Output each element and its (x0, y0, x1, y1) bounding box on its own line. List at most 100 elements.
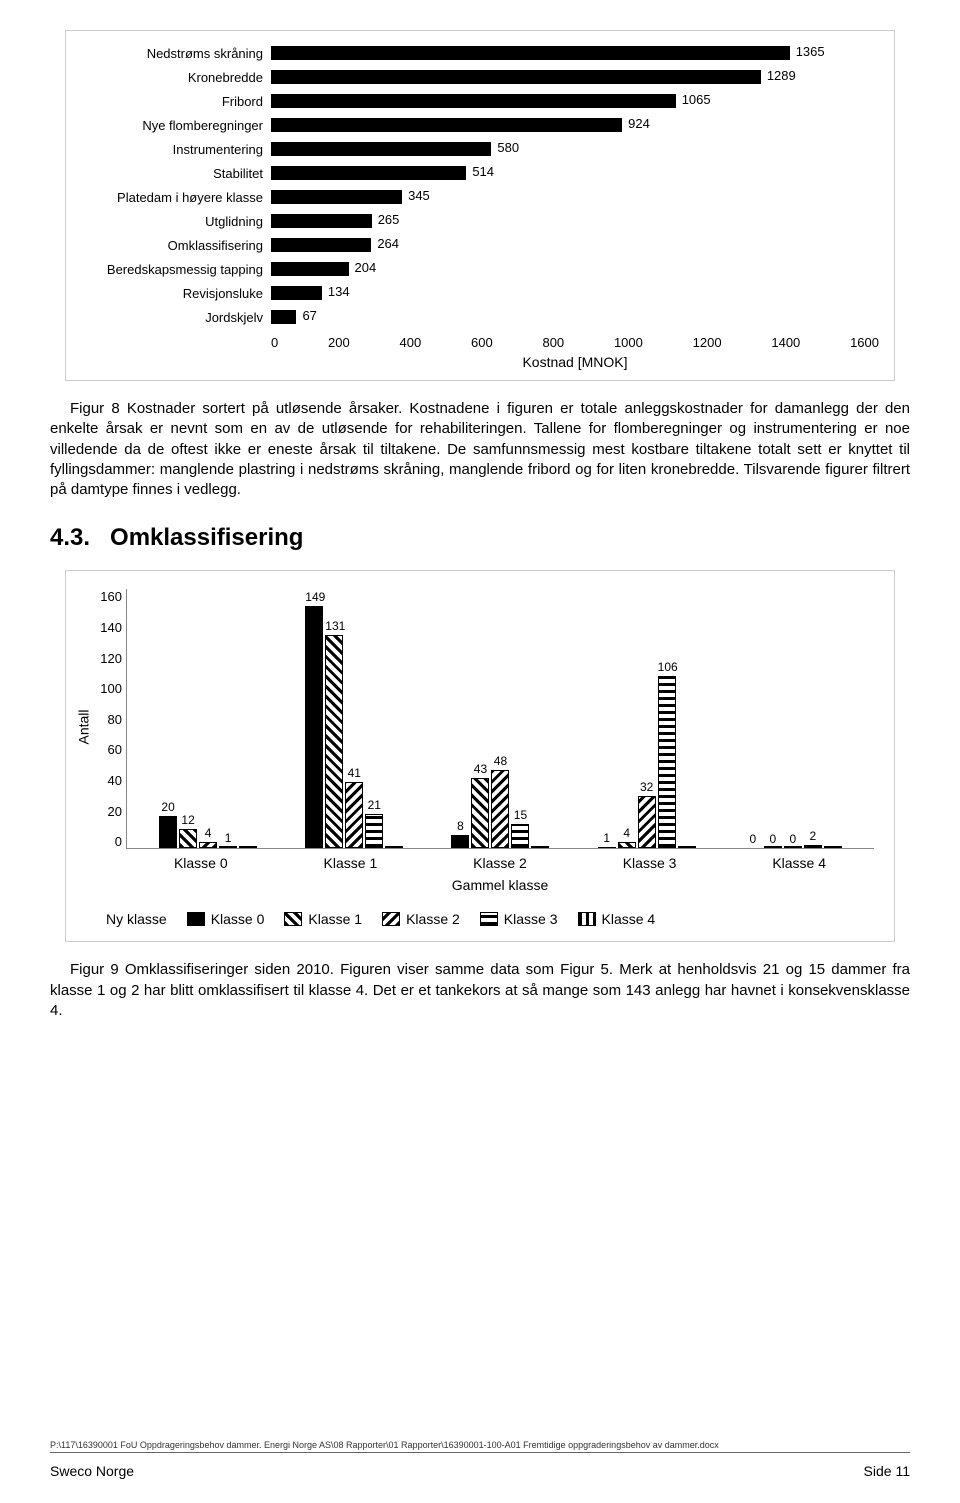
chart2-xtick: Klasse 2 (473, 855, 527, 871)
chart2-group: 14 32106 (598, 588, 696, 848)
chart1-xtick: 1200 (693, 335, 722, 350)
chart1-bar (271, 214, 372, 228)
section-heading: 4.3. Omklassifisering (50, 524, 910, 552)
legend-swatch (480, 912, 498, 926)
chart2-value-label: 0 (744, 832, 762, 846)
chart1-bar (271, 142, 491, 156)
chart2-ytick: 60 (108, 742, 122, 757)
chart1-row-label: Omklassifisering (71, 238, 271, 253)
chart2-xtick: Klasse 3 (623, 855, 677, 871)
chart2-bar: 0 (784, 588, 802, 848)
chart1-row: Beredskapsmessig tapping204 (71, 257, 879, 281)
chart2-value-label: 48 (491, 754, 509, 768)
chart2-group: 0002 (744, 588, 842, 848)
chart1-xtick: 200 (328, 335, 350, 350)
chart1-row-label: Beredskapsmessig tapping (71, 262, 271, 277)
chart2-ylabel: Antall (76, 710, 92, 745)
chart1-value-label: 1365 (796, 44, 825, 59)
chart2-value-label: 131 (325, 619, 343, 633)
chart2-group: 201241 (159, 588, 257, 848)
chart2-bar: 43 (471, 588, 489, 848)
chart2-ytick: 0 (115, 834, 122, 849)
chart2-value-label: 8 (451, 819, 469, 833)
chart2-xticks: Klasse 0Klasse 1Klasse 2Klasse 3Klasse 4 (126, 855, 874, 871)
chart1-row-label: Fribord (71, 94, 271, 109)
chart1-row-label: Revisjonsluke (71, 286, 271, 301)
chart1-row: Platedam i høyere klasse345 (71, 185, 879, 209)
chart1-bars: Nedstrøms skråning1365Kronebredde1289Fri… (71, 41, 879, 329)
chart1-xaxis: 02004006008001000120014001600 (271, 335, 879, 350)
chart2-xtitle: Gammel klasse (126, 877, 874, 893)
chart2-bar: 4 (618, 588, 636, 848)
chart1-row: Kronebredde1289 (71, 65, 879, 89)
chart2-value-label: 41 (345, 766, 363, 780)
legend-item: Klasse 3 (480, 911, 558, 927)
chart2-bar: 48 (491, 588, 509, 848)
legend-title: Ny klasse (106, 911, 167, 927)
chart2-value-label: 43 (471, 762, 489, 776)
chart2-bar: 106 (658, 588, 676, 848)
chart2-container: Antall 160140120100806040200 20124114913… (65, 570, 895, 942)
legend-swatch (187, 912, 205, 926)
legend-label: Klasse 3 (504, 911, 558, 927)
chart2-value-label: 2 (804, 829, 822, 843)
chart2-value-label: 4 (618, 826, 636, 840)
legend-item: Klasse 0 (187, 911, 265, 927)
chart1-xtick: 800 (542, 335, 564, 350)
chart2-ytick: 80 (108, 712, 122, 727)
chart2-bar (531, 588, 549, 848)
chart1-row-label: Kronebredde (71, 70, 271, 85)
chart2-bar (239, 588, 257, 848)
chart2-bar: 8 (451, 588, 469, 848)
chart2-bar (824, 588, 842, 848)
chart2-bar: 32 (638, 588, 656, 848)
chart2-xtick: Klasse 4 (772, 855, 826, 871)
chart2-value-label: 1 (219, 831, 237, 845)
chart1-row-label: Nedstrøms skråning (71, 46, 271, 61)
chart2-bar: 0 (764, 588, 782, 848)
chart2-value-label: 1 (598, 831, 616, 845)
chart2-value-label: 0 (764, 832, 782, 846)
chart2-group: 8434815 (451, 588, 549, 848)
chart1-row: Jordskjelv67 (71, 305, 879, 329)
legend-label: Klasse 0 (211, 911, 265, 927)
chart2-bar: 41 (345, 588, 363, 848)
chart2-bar: 4 (199, 588, 217, 848)
chart2-value-label: 32 (638, 780, 656, 794)
footer-left: Sweco Norge (50, 1463, 134, 1479)
section-number: 4.3. (50, 524, 90, 552)
figure8-caption: Figur 8 Kostnader sortert på utløsende å… (50, 399, 910, 500)
chart1-bar (271, 190, 402, 204)
chart1-container: Nedstrøms skråning1365Kronebredde1289Fri… (65, 30, 895, 381)
chart1-bar (271, 310, 296, 324)
chart1-bar (271, 118, 622, 132)
chart2-bar: 12 (179, 588, 197, 848)
legend-swatch (284, 912, 302, 926)
chart2-bar: 21 (365, 588, 383, 848)
chart1-xtitle: Kostnad [MNOK] (271, 354, 879, 370)
chart1-row-label: Instrumentering (71, 142, 271, 157)
chart1-row-label: Utglidning (71, 214, 271, 229)
chart1-xtick: 1400 (771, 335, 800, 350)
chart1-row: Fribord1065 (71, 89, 879, 113)
legend-label: Klasse 1 (308, 911, 362, 927)
footer-right: Side 11 (864, 1463, 910, 1479)
chart1-value-label: 67 (302, 308, 316, 323)
chart2-ytick: 120 (100, 651, 122, 666)
chart2-bar: 1 (598, 588, 616, 848)
chart1-xtick: 1000 (614, 335, 643, 350)
chart2-bar: 1 (219, 588, 237, 848)
legend-item: Klasse 4 (578, 911, 656, 927)
chart1-value-label: 264 (377, 236, 399, 251)
chart1-bar (271, 286, 322, 300)
chart1-xtick: 0 (271, 335, 278, 350)
chart1-value-label: 345 (408, 188, 430, 203)
footer-path: P:\117\16390001 FoU Oppdrageringsbehov d… (50, 1440, 910, 1453)
chart1-row: Stabilitet514 (71, 161, 879, 185)
chart2-bar: 20 (159, 588, 177, 848)
chart2-ytick: 160 (100, 589, 122, 604)
chart1-xtick: 600 (471, 335, 493, 350)
chart2-bar: 149 (305, 588, 323, 848)
chart2-value-label: 0 (784, 832, 802, 846)
chart2-value-label: 4 (199, 826, 217, 840)
